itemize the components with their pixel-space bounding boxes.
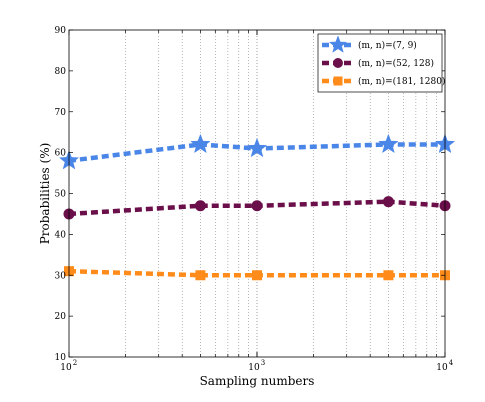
legend-entry: (m, n)=(7, 9) — [322, 35, 417, 53]
y-tick-label: 10 — [55, 353, 67, 363]
y-tick-label: 60 — [55, 149, 67, 159]
y-tick-label: 20 — [55, 312, 67, 322]
legend-marker — [333, 76, 343, 86]
data-point — [194, 200, 206, 212]
y-tick-label: 40 — [55, 230, 67, 240]
y-axis-label: Probabilities (%) — [38, 143, 52, 245]
y-tick-label: 70 — [55, 108, 67, 118]
legend-label: (m, n)=(52, 128) — [358, 58, 434, 69]
x-tick-label: 10 — [60, 363, 72, 373]
data-point — [251, 200, 263, 212]
x-tick-exponent: 3 — [261, 359, 265, 367]
data-point — [383, 270, 394, 281]
legend-label: (m, n)=(181, 1280) — [358, 76, 445, 87]
x-tick-exponent: 2 — [73, 359, 77, 367]
data-point — [378, 133, 399, 154]
data-point — [252, 270, 262, 281]
y-tick-label: 90 — [55, 26, 67, 36]
data-point — [382, 196, 394, 208]
y-tick-label: 30 — [55, 271, 67, 281]
legend-entry: (m, n)=(52, 128) — [322, 58, 434, 69]
legend-marker — [333, 58, 343, 68]
data-point — [246, 137, 268, 158]
legend-marker — [328, 35, 348, 53]
y-tick-label: 80 — [55, 67, 67, 77]
x-tick-exponent: 4 — [449, 359, 454, 367]
data-point — [190, 133, 211, 154]
y-tick-label: 50 — [55, 190, 67, 200]
legend: (m, n)=(7, 9) (m, n)=(52, 128) (m, n)=(181… — [317, 33, 445, 93]
data-point — [195, 270, 206, 281]
series-layer — [58, 133, 456, 281]
x-axis-label: Sampling numbers — [200, 374, 315, 388]
series-2 — [63, 196, 451, 220]
x-tick-label: 10 — [436, 363, 448, 373]
legend-entry: (m, n)=(181, 1280) — [322, 76, 445, 87]
x-tick-label: 10 — [248, 363, 260, 373]
legend-label: (m, n)=(7, 9) — [358, 40, 417, 51]
